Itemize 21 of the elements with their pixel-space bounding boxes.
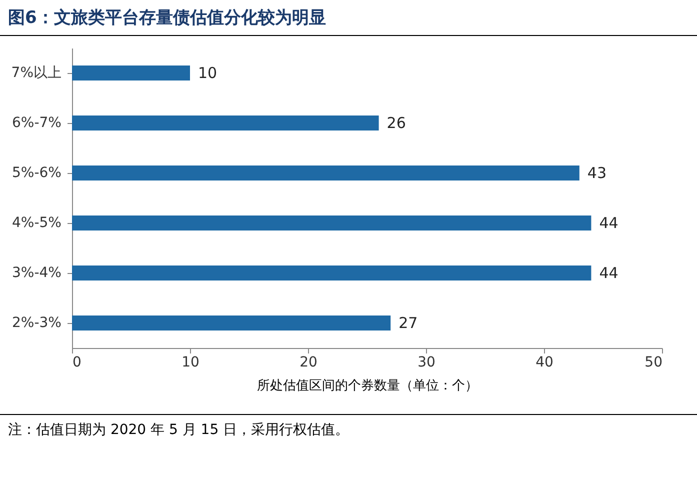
text: 注：估值日期为 2020 年 5 月 15 日，采用行权估值。 [8,421,350,439]
y-tick-label: 5%-6% [12,165,62,181]
y-tick-label: 4%-5% [12,215,62,231]
chart-title: 图6：文旅类平台存量债估值分化较为明显 [0,0,697,36]
x-tick-label: 0 [72,354,82,370]
x-tick-label: 30 [418,354,436,370]
data-label: 44 [599,214,618,232]
data-label: 43 [587,164,606,182]
data-label: 26 [386,114,406,132]
x-tick-label: 40 [536,354,554,370]
y-tick-label: 7%以上 [11,65,62,81]
data-label: 27 [398,314,418,332]
x-tick-label: 50 [644,354,662,370]
y-tick-label: 2%-3% [12,315,62,331]
x-tick-label: 10 [182,354,200,370]
data-label: 44 [599,264,618,282]
y-tick-label: 6%-7% [12,115,62,131]
data-label: 10 [198,64,218,82]
x-axis-title: 所处估值区间的个券数量（单位：个） [257,378,478,394]
y-tick-label: 3%-4% [12,265,62,281]
x-tick-label: 20 [300,354,318,370]
